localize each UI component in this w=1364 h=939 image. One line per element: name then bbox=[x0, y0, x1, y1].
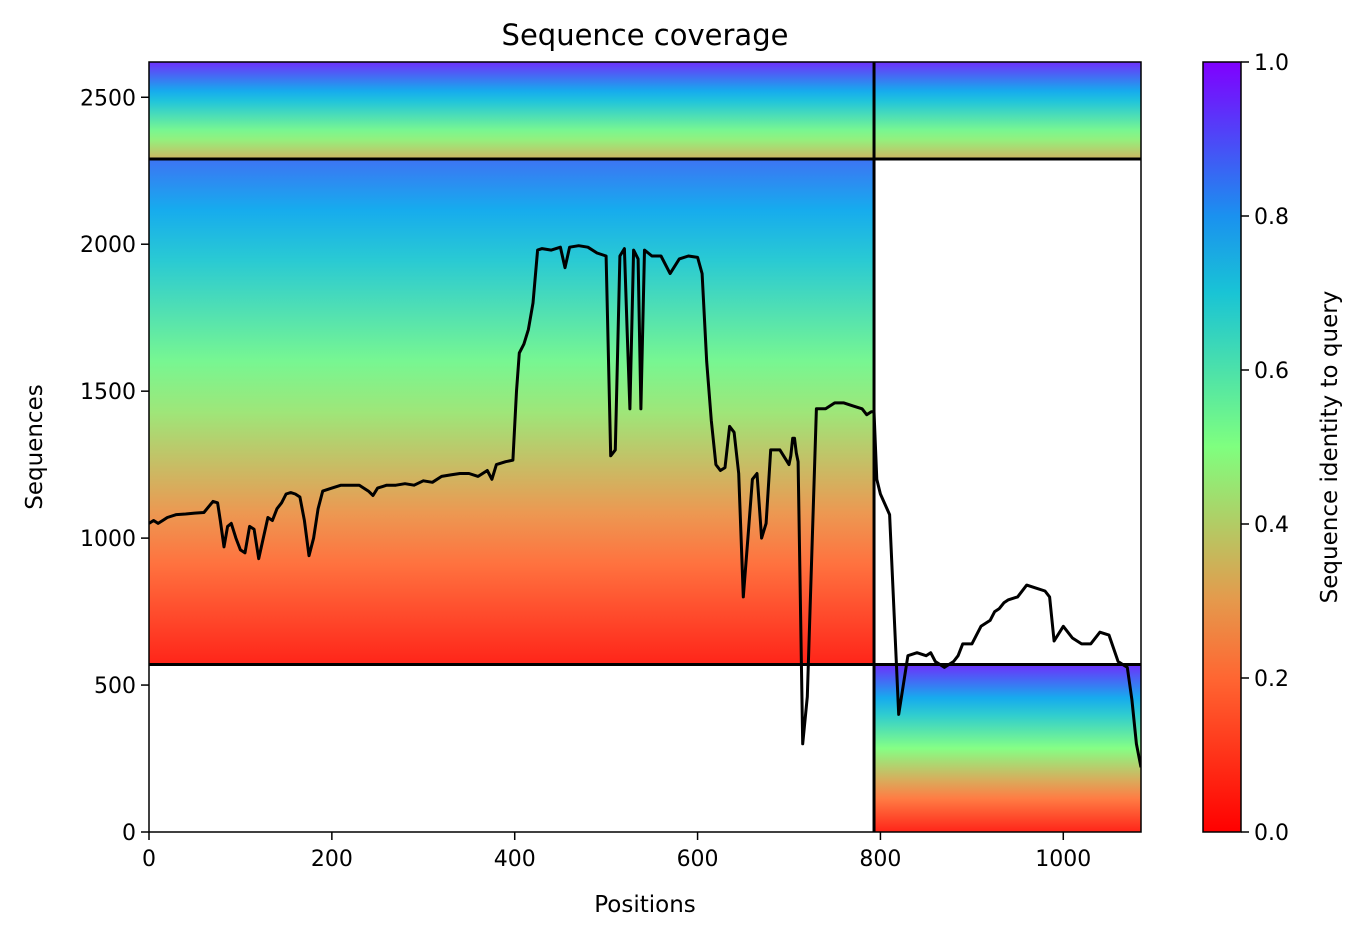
coverage-line bbox=[149, 244, 1141, 768]
coverage-block bbox=[874, 664, 1141, 832]
y-axis-label: Sequences bbox=[22, 384, 48, 509]
x-axis-label: Positions bbox=[594, 892, 696, 918]
colorbar-tick-label: 0.2 bbox=[1254, 667, 1289, 692]
coverage-block bbox=[149, 158, 875, 665]
y-tick-label: 2000 bbox=[80, 233, 136, 258]
y-axis: 0 500 1000 1500 2000 2500 bbox=[80, 86, 149, 846]
colorbar-label: Sequence identity to query bbox=[1317, 291, 1343, 604]
coverage-blocks bbox=[149, 62, 1141, 832]
chart-title: Sequence coverage bbox=[502, 18, 789, 52]
colorbar-tick-label: 0.6 bbox=[1254, 359, 1289, 384]
x-tick-label: 200 bbox=[311, 847, 353, 872]
y-tick-label: 1500 bbox=[80, 380, 136, 405]
colorbar: 0.0 0.2 0.4 0.6 0.8 1.0 Sequence identity to … bbox=[1202, 51, 1343, 846]
plot-area bbox=[149, 62, 1141, 832]
y-tick-label: 500 bbox=[94, 674, 136, 699]
x-tick-label: 600 bbox=[677, 847, 719, 872]
coverage-block bbox=[149, 62, 1141, 159]
x-tick-label: 1000 bbox=[1035, 847, 1091, 872]
colorbar-tick-label: 0.8 bbox=[1254, 205, 1289, 230]
x-tick-label: 0 bbox=[142, 847, 156, 872]
colorbar-gradient bbox=[1202, 61, 1242, 833]
y-tick-label: 1000 bbox=[80, 527, 136, 552]
x-tick-label: 800 bbox=[859, 847, 901, 872]
y-tick-label: 0 bbox=[122, 821, 136, 846]
x-tick-label: 400 bbox=[494, 847, 536, 872]
y-tick-label: 2500 bbox=[80, 86, 136, 111]
colorbar-tick-label: 1.0 bbox=[1254, 51, 1289, 76]
x-axis: 0 200 400 600 800 1000 bbox=[142, 832, 1091, 872]
colorbar-tick-label: 0.0 bbox=[1254, 821, 1289, 846]
colorbar-tick-label: 0.4 bbox=[1254, 513, 1289, 538]
colorbar-ticks: 0.0 0.2 0.4 0.6 0.8 1.0 bbox=[1241, 51, 1289, 846]
plot-frame bbox=[148, 61, 1142, 833]
